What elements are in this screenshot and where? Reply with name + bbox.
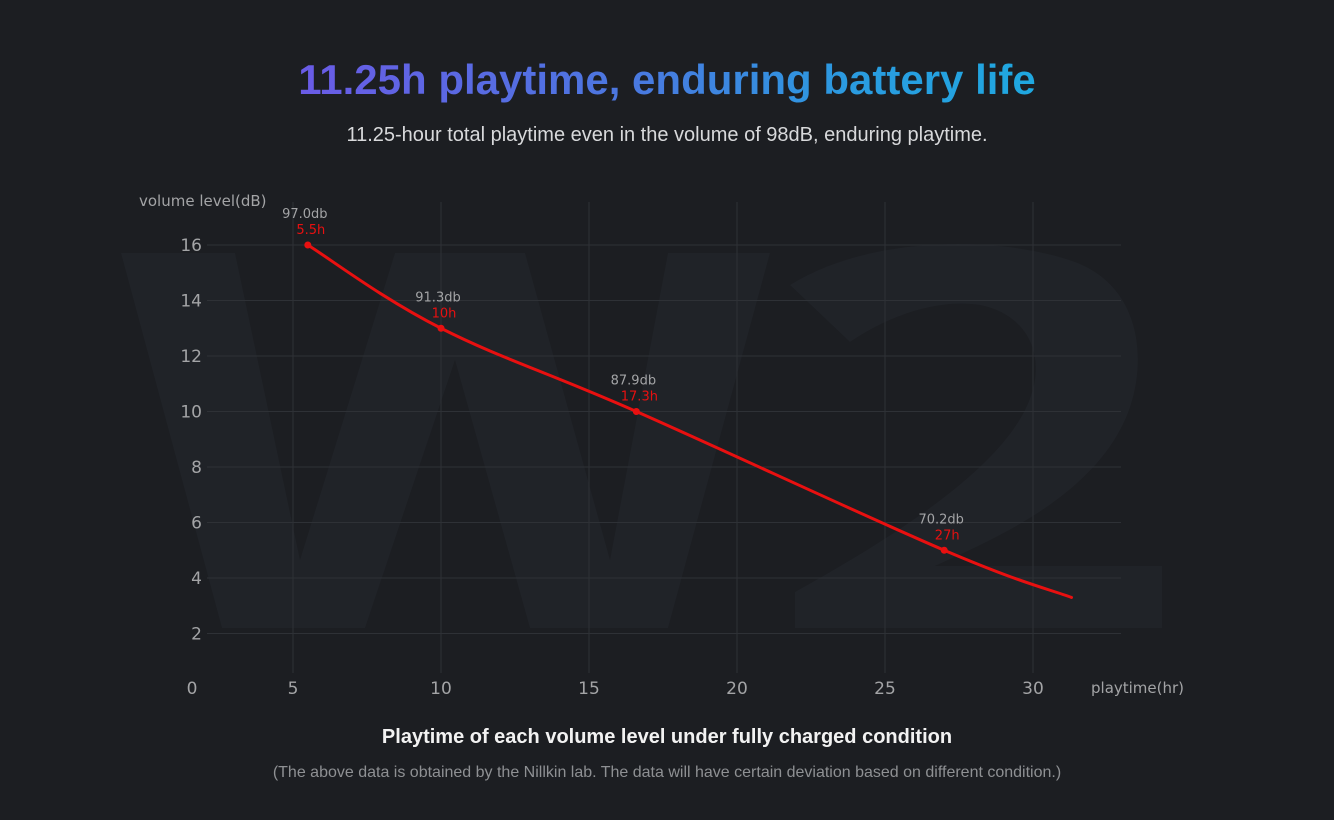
chart-caption: Playtime of each volume level under full… xyxy=(381,726,953,748)
data-label-hours: 10h xyxy=(432,306,457,321)
data-point-marker xyxy=(304,241,312,249)
page-title: 11.25h playtime, enduring battery life xyxy=(298,56,1036,103)
y-tick-label: 12 xyxy=(180,347,202,367)
y-tick-label: 6 xyxy=(191,514,202,534)
x-axis-title: playtime(hr) xyxy=(1091,679,1184,697)
watermark-letter-w xyxy=(121,253,770,628)
chart-note: (The above data is obtained by the Nillk… xyxy=(272,764,1062,781)
y-tick-label: 8 xyxy=(191,458,202,478)
series-line xyxy=(306,243,1073,599)
data-point-marker xyxy=(632,408,640,415)
data-label-hours: 27h xyxy=(935,528,960,543)
y-tick-label: 16 xyxy=(180,236,202,256)
x-tick-label: 25 xyxy=(874,679,896,699)
y-tick-label: 2 xyxy=(191,625,202,645)
y-axis-title: volume level(dB) xyxy=(139,192,267,210)
axis-ticks: 2 4 6 8 10 12 14 16 0 5 10 15 20 25 30 xyxy=(180,236,1043,699)
y-tick-label: 14 xyxy=(180,292,202,312)
data-point-marker xyxy=(940,546,948,554)
x-tick-label: 0 xyxy=(187,679,198,699)
data-label-db: 87.9db xyxy=(611,374,656,389)
data-label-db: 91.3db xyxy=(415,290,460,305)
x-tick-label: 15 xyxy=(578,679,600,699)
watermark-w2 xyxy=(121,243,1162,628)
data-label-hours: 17.3h xyxy=(621,390,658,405)
data-label-hours: 5.5h xyxy=(296,223,325,238)
x-tick-label: 5 xyxy=(288,679,299,699)
data-point-marker xyxy=(437,324,445,332)
grid xyxy=(207,202,1121,673)
x-tick-label: 20 xyxy=(726,679,748,699)
data-label-db: 70.2db xyxy=(918,512,963,527)
data-label-db: 97.0db xyxy=(282,207,327,222)
y-tick-label: 10 xyxy=(180,403,202,423)
headline: 11.25h playtime, enduring battery life xyxy=(0,56,1334,104)
x-tick-label: 30 xyxy=(1022,679,1044,699)
y-tick-label: 4 xyxy=(191,569,202,589)
page-subtitle: 11.25-hour total playtime even in the vo… xyxy=(346,124,988,146)
watermark-digit-2 xyxy=(790,243,1162,628)
x-tick-label: 10 xyxy=(430,679,452,699)
